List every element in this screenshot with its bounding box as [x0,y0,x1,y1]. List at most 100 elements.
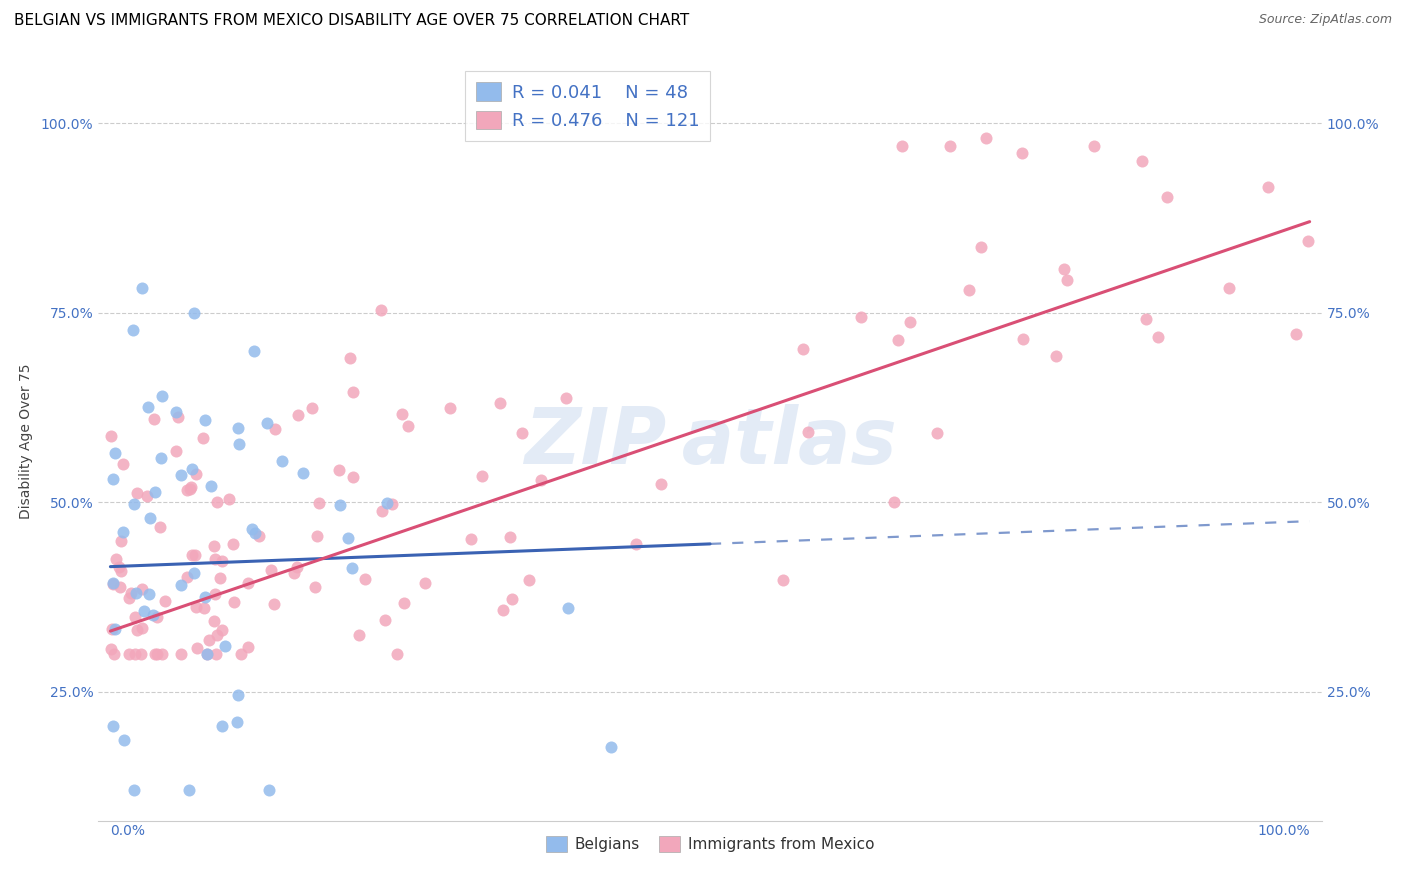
Point [205,647,228,661]
Point [263,421,285,435]
Point [145,610,167,624]
Point [103,576,125,591]
Point [138,400,160,414]
Point [1218,281,1240,295]
Point [120,586,142,600]
Point [342,385,364,400]
Point [104,446,127,460]
Point [385,647,408,661]
Point [517,573,540,587]
Point [263,597,285,611]
Point [1156,190,1178,204]
Point [211,623,233,637]
Point [183,566,205,581]
Point [100,642,122,657]
Point [287,409,309,423]
Point [101,719,124,733]
Point [307,529,329,543]
Point [131,582,153,596]
Point [132,604,155,618]
Text: Source: ZipAtlas.com: Source: ZipAtlas.com [1258,13,1392,27]
Text: BELGIAN VS IMMIGRANTS FROM MEXICO DISABILITY AGE OVER 75 CORRELATION CHART: BELGIAN VS IMMIGRANTS FROM MEXICO DISABI… [14,13,689,29]
Point [271,454,294,468]
Point [108,560,131,574]
Point [222,595,245,609]
Point [101,576,124,591]
Point [218,492,240,507]
Point [1083,138,1105,153]
Point [202,614,225,628]
Point [229,647,252,661]
Point [204,552,226,566]
Point [226,421,249,435]
Point [391,407,413,421]
Point [471,468,494,483]
Point [103,647,125,661]
Point [498,530,520,544]
Point [143,647,166,661]
Point [1146,330,1168,344]
Point [557,601,579,615]
Point [209,571,232,585]
Point [1130,154,1153,169]
Point [600,739,623,754]
Point [772,573,794,587]
Point [105,552,128,566]
Point [125,585,148,599]
Point [392,596,415,610]
Point [510,425,533,440]
Point [301,401,323,416]
Point [354,572,377,586]
Point [228,437,250,451]
Point [222,537,245,551]
Point [439,401,461,416]
Point [1011,146,1033,161]
Point [957,283,980,297]
Point [202,540,225,554]
Point [291,467,314,481]
Point [226,714,249,729]
Point [176,570,198,584]
Point [122,783,145,797]
Point [339,351,361,365]
Point [489,395,512,409]
Point [974,131,997,145]
Point [211,554,233,568]
Point [226,689,249,703]
Point [1053,262,1076,277]
Point [939,138,962,153]
Point [131,621,153,635]
Point [170,468,193,483]
Point [195,647,218,661]
Point [100,622,122,636]
Point [624,537,647,551]
Point [1285,326,1308,341]
Point [370,303,392,318]
Point [166,409,188,424]
Point [413,575,436,590]
Point [374,613,396,627]
Point [165,444,187,458]
Point [381,497,404,511]
Point [260,563,283,577]
Point [329,498,352,512]
Point [112,733,135,747]
Point [211,719,233,733]
Point [370,504,392,518]
Point [184,549,207,563]
Point [1135,311,1157,326]
Point [900,315,922,329]
Point [238,640,260,654]
Point [170,578,193,592]
Point [183,305,205,319]
Point [194,412,217,426]
Point [110,580,132,594]
Point [110,564,132,578]
Point [193,601,215,615]
Point [179,482,201,496]
Point [186,640,208,655]
Point [1045,349,1067,363]
Point [328,463,350,477]
Point [849,310,872,324]
Point [170,647,193,661]
